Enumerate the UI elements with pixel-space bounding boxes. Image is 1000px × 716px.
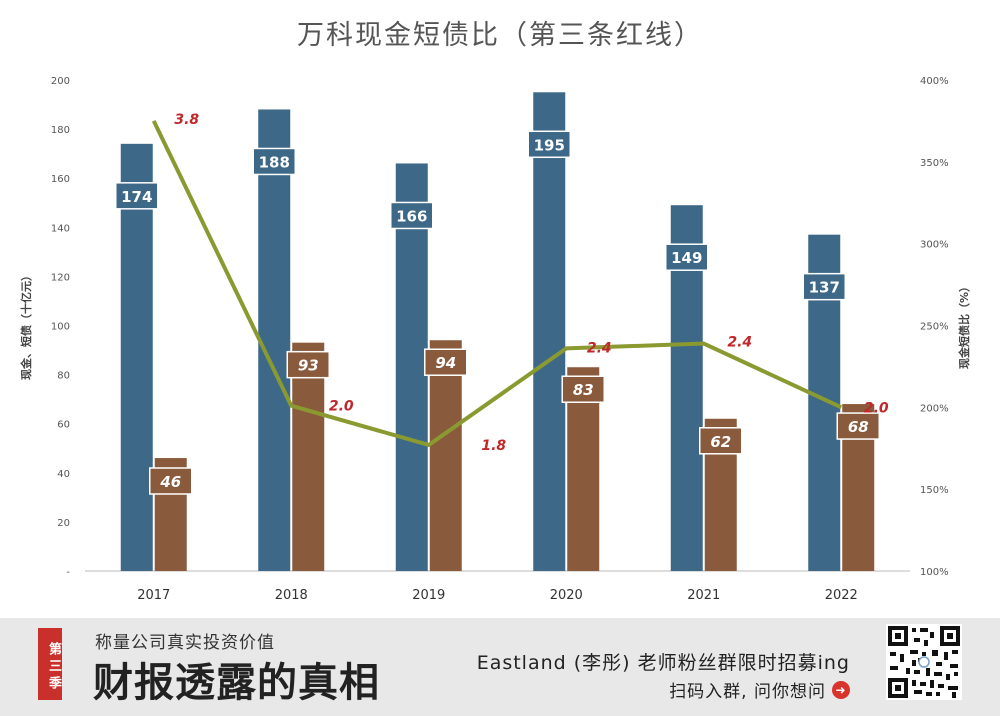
bar-debt-label-bg	[286, 350, 330, 379]
bar-cash	[533, 92, 566, 572]
bar-debt-label: 68	[848, 418, 869, 436]
bar-cash-label-bg	[802, 272, 846, 301]
y2-tick-label: 200%	[920, 403, 949, 414]
y-tick-label: 200	[51, 76, 70, 87]
x-tick-label: 2017	[137, 588, 170, 603]
bar-debt-label: 93	[298, 357, 319, 375]
bar-debt-label-bg	[424, 348, 468, 376]
bar-debt-label: 94	[435, 354, 456, 372]
qr-code-icon[interactable]	[886, 624, 962, 700]
ratio-label: 2.0	[864, 400, 889, 416]
bar-cash	[120, 143, 153, 571]
footer-action-label: 扫码入群, 问你想问	[669, 682, 826, 702]
bar-cash-label-bg	[527, 130, 571, 159]
y-tick-label: 160	[51, 174, 70, 185]
bar-cash-label-bg	[252, 147, 296, 176]
ratio-label: 2.0	[329, 399, 354, 415]
x-tick-label: 2018	[275, 588, 308, 603]
ratio-label: 2.4	[727, 335, 752, 351]
season-badge: 第三季	[38, 628, 62, 700]
y-tick-label: 80	[57, 371, 70, 382]
bar-cash	[258, 109, 291, 572]
bar-cash	[395, 163, 428, 571]
bar-debt-label: 46	[159, 473, 181, 491]
footer-brand: 财报透露的真相	[93, 659, 380, 706]
bar-cash-label: 188	[259, 153, 290, 171]
bar-cash-label: 137	[809, 279, 840, 297]
bar-cash-label: 166	[396, 207, 427, 225]
chart-title: 万科现金短债比（第三条红线）	[297, 20, 703, 51]
y2-axis-label: 现金短债比（%）	[957, 281, 971, 369]
y2-tick-label: 150%	[920, 485, 949, 496]
y2-tick-label: 350%	[920, 158, 949, 169]
bar-debt-label: 83	[573, 381, 594, 399]
ratio-label: 3.8	[174, 112, 199, 128]
bar-cash-label-bg	[665, 243, 709, 271]
x-tick-label: 2020	[550, 588, 583, 603]
bar-cash-label: 195	[534, 136, 565, 154]
y2-tick-label: 300%	[920, 240, 949, 251]
y-tick-label: 180	[51, 125, 70, 136]
bar-cash-label: 149	[671, 249, 702, 267]
footer-banner	[0, 618, 1000, 716]
ratio-label: 1.8	[481, 438, 506, 454]
y-tick-label: 140	[51, 223, 70, 234]
ratio-line	[151, 120, 843, 447]
bar-debt-label: 62	[710, 433, 731, 451]
x-tick-label: 2019	[412, 588, 445, 603]
bar-debt	[292, 342, 325, 571]
bar-debt-label-bg	[699, 427, 743, 455]
arrow-right-circle-icon[interactable]: ➜	[832, 680, 850, 699]
y-tick-label: -	[66, 567, 70, 578]
bar-cash-label-bg	[390, 201, 434, 230]
y-tick-label: 60	[57, 420, 70, 431]
y2-tick-label: 400%	[920, 76, 949, 87]
bar-debt	[429, 340, 462, 571]
footer-promo: Eastland (李彤) 老师粉丝群限时招募ing	[476, 652, 850, 674]
y2-tick-label: 250%	[920, 322, 949, 333]
y-tick-label: 120	[51, 272, 70, 283]
y-tick-label: 40	[57, 469, 70, 480]
y-tick-label: 20	[57, 518, 70, 529]
footer-action[interactable]: 扫码入群, 问你想问 ➜	[669, 677, 850, 702]
ratio-label: 2.4	[587, 340, 612, 356]
bar-cash-label-bg	[115, 182, 159, 210]
chart: 万科现金短债比（第三条红线） - 20 40 60 80 100 120 140 160 180 20…	[19, 20, 971, 603]
bar-debt-label-bg	[836, 412, 880, 440]
x-tick-label: 2022	[825, 588, 858, 603]
bar-debt-label-bg	[149, 467, 193, 495]
footer-tagline: 称量公司真实投资价值	[95, 633, 275, 653]
x-tick-label: 2021	[687, 588, 720, 603]
bar-cash-label: 174	[121, 188, 152, 206]
y2-tick-label: 100%	[920, 567, 949, 578]
bar-debt-label-bg	[561, 375, 605, 403]
y-axis-label: 现金、短债（十亿元）	[19, 270, 33, 380]
y-tick-label: 100	[51, 322, 70, 333]
